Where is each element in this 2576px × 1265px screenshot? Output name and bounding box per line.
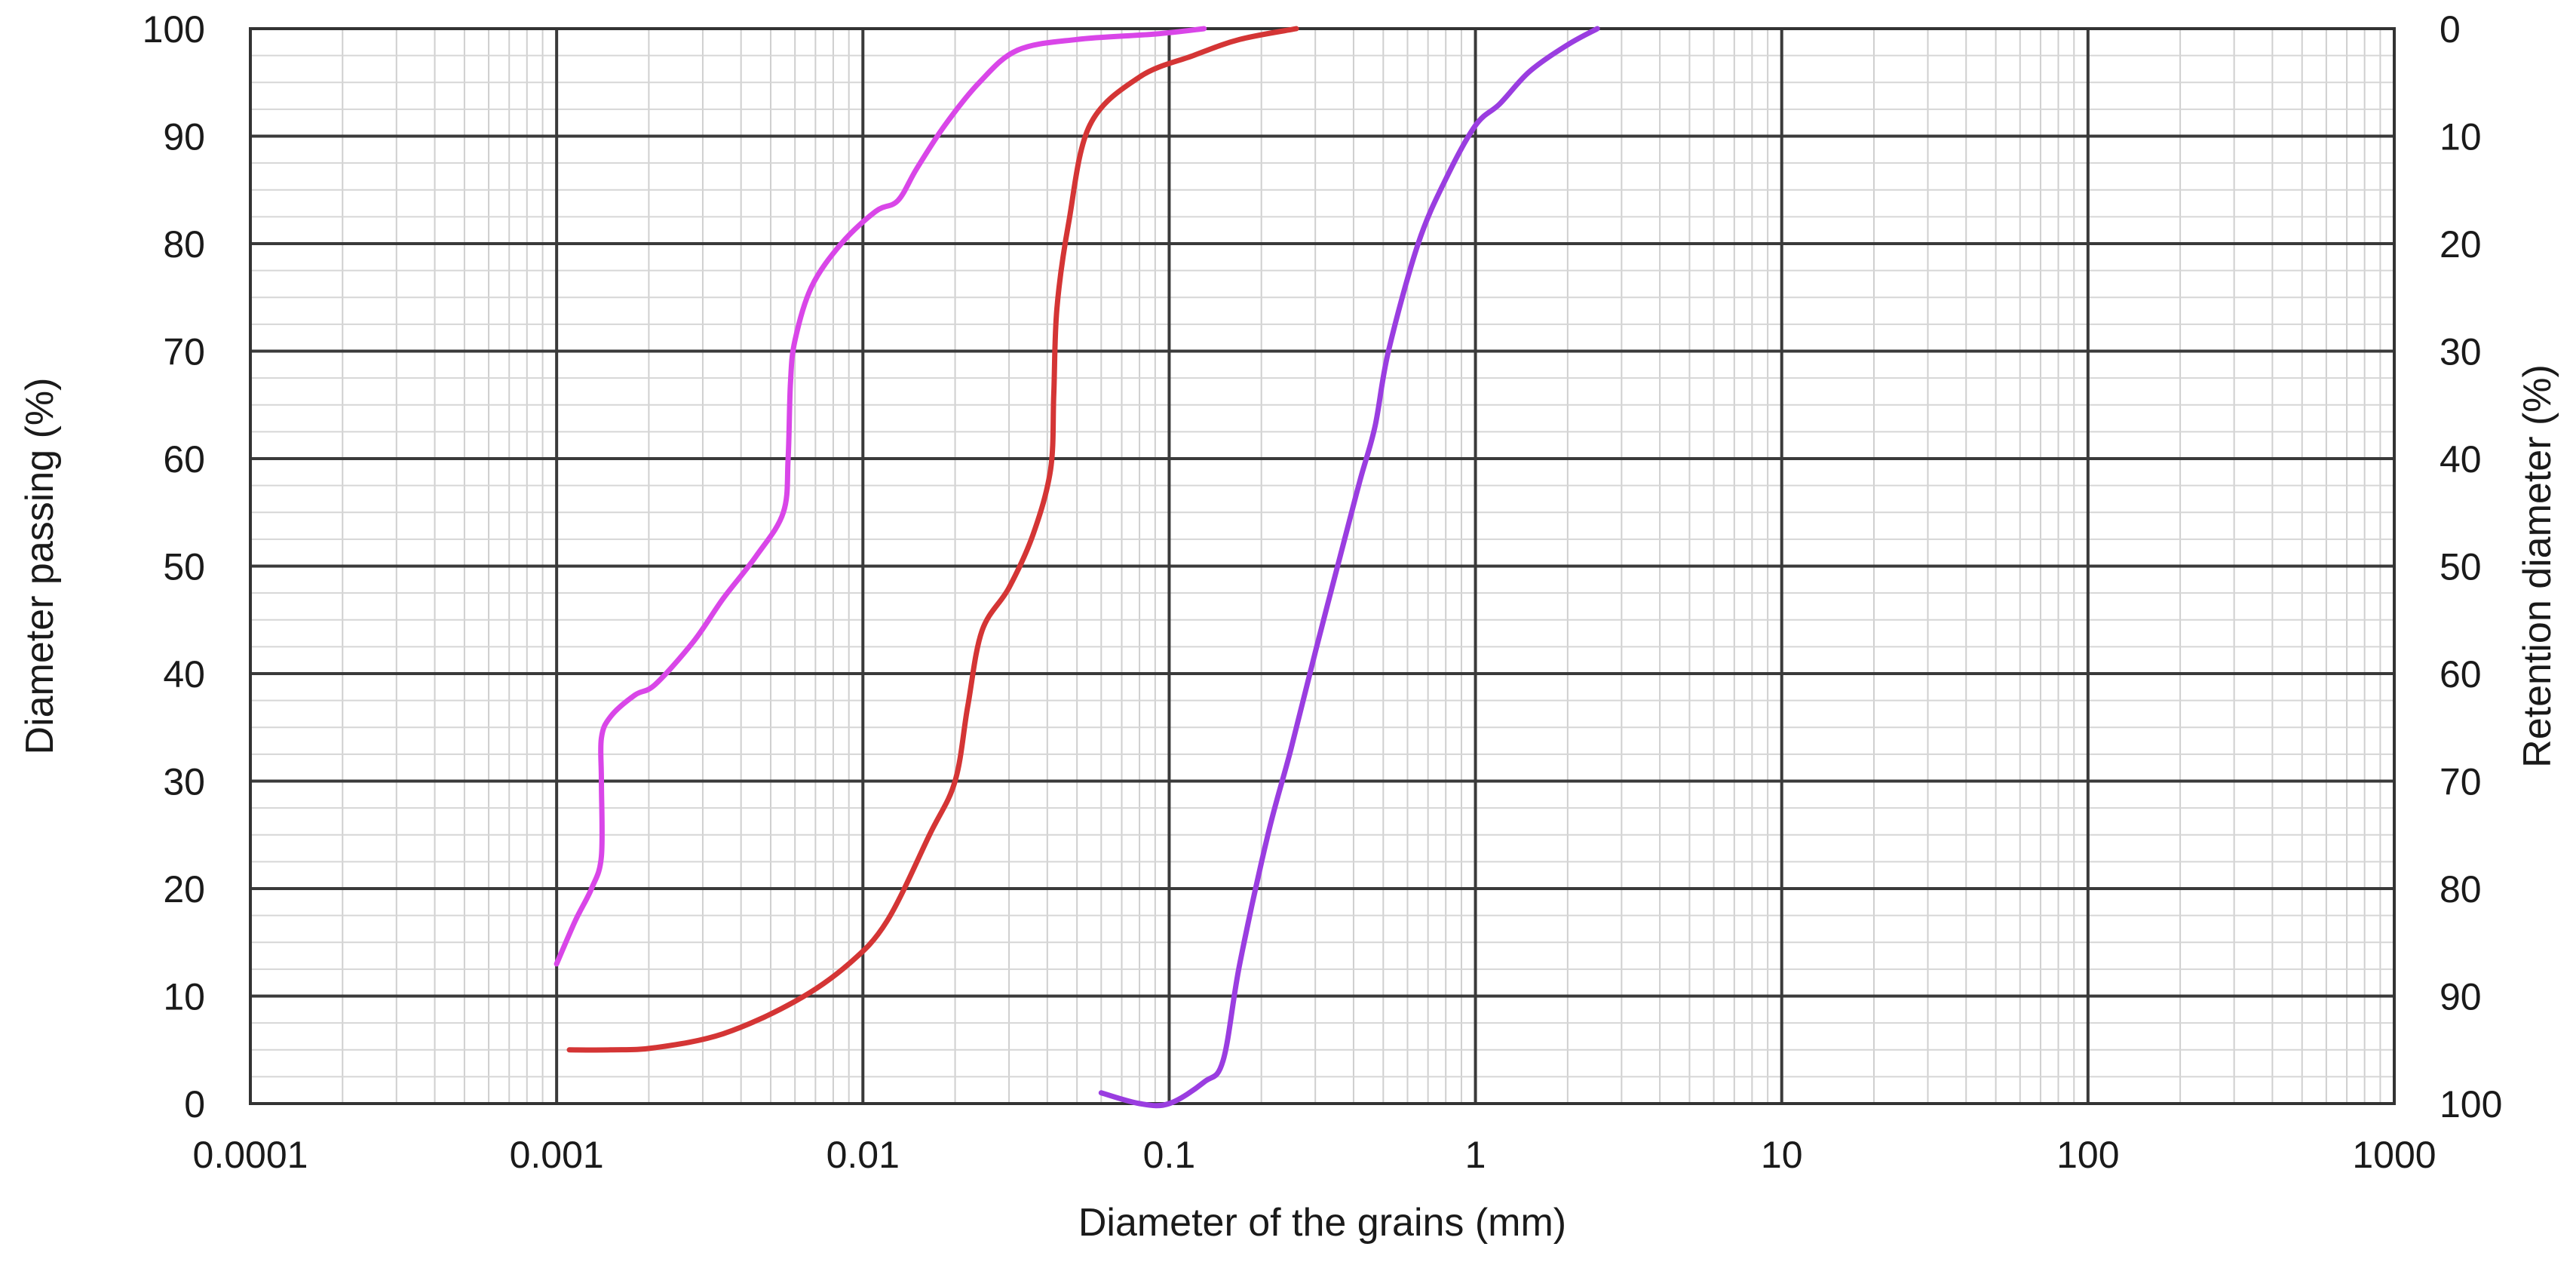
y2-axis-title: Retention diameter (%) [2516,364,2559,768]
series-line-1 [554,26,1207,967]
y-tick-label: 80 [163,223,205,266]
y2-tick-label: 70 [2440,761,2482,803]
y2-tick-label: 0 [2440,8,2461,51]
y-tick-label: 30 [163,761,205,803]
y-axis-title: Diameter passing (%) [18,378,62,755]
y-axis-ticks: 0 10 20 30 40 50 60 70 80 90 100 [143,8,205,1125]
y-tick-label: 50 [163,546,205,588]
y-tick-label: 90 [163,116,205,158]
y2-tick-label: 80 [2440,868,2482,910]
y-tick-label: 20 [163,868,205,910]
x-tick-label: 10 [1761,1134,1803,1176]
y-tick-label: 60 [163,438,205,481]
y-tick-label: 70 [163,331,205,373]
x-tick-label: 0.001 [510,1134,604,1176]
y-tick-label: 0 [184,1083,205,1125]
x-axis-ticks: 0.0001 0.001 0.01 0.1 1 10 100 1000 [193,1134,2436,1176]
x-tick-label: 1 [1465,1134,1486,1176]
y2-tick-label: 40 [2440,438,2482,481]
y2-tick-label: 20 [2440,223,2482,266]
x-axis-title: Diameter of the grains (mm) [1078,1201,1566,1245]
x-tick-label: 0.01 [826,1134,900,1176]
x-tick-label: 1000 [2352,1134,2436,1176]
y2-tick-label: 100 [2440,1083,2502,1125]
series-line-2 [566,26,1299,1053]
y-tick-label: 10 [163,976,205,1018]
y-tick-label: 40 [163,653,205,695]
data-series [554,26,1600,1109]
y2-tick-label: 10 [2440,116,2482,158]
y-tick-label: 100 [143,8,205,51]
y2-tick-label: 50 [2440,546,2482,588]
y2-tick-label: 90 [2440,976,2482,1018]
x-tick-label: 0.1 [1143,1134,1196,1176]
y2-tick-label: 30 [2440,331,2482,373]
plot-frame [249,27,2396,1105]
x-tick-label: 100 [2056,1134,2119,1176]
y2-tick-label: 60 [2440,653,2482,695]
series-line-3 [1098,26,1600,1109]
x-tick-label: 0.0001 [193,1134,308,1176]
